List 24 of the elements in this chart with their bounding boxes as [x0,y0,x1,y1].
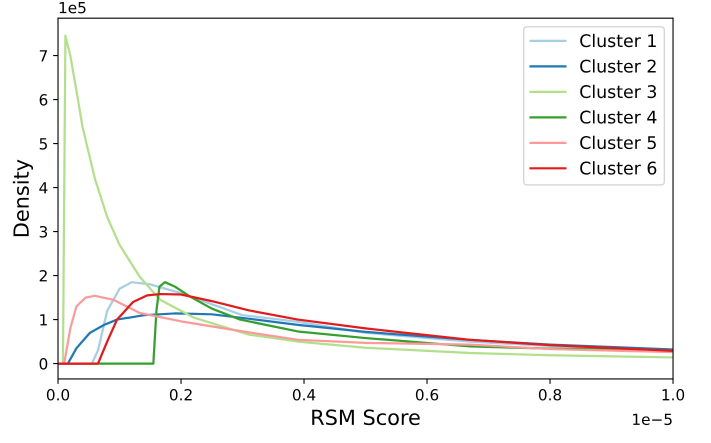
x-tick-label: 1.0 [662,388,684,401]
legend-label: Cluster 3 [580,84,656,98]
y-axis-title: Density [12,160,34,236]
y-tick-label: 4 [39,182,48,194]
legend-label: Cluster 6 [580,161,656,175]
legend-label: Cluster 1 [580,34,656,48]
x-tick-label: 0.6 [416,388,438,401]
y-tick-label: 5 [40,138,47,150]
y-tick-label: 1 [40,314,47,326]
text: 1e5 [60,2,86,14]
x-axis-title: RSM Score [312,409,420,426]
legend-label: Cluster 2 [580,59,656,73]
legend-label: Cluster 5 [580,136,656,150]
y-tick-label: 3 [40,226,48,238]
y-tick-label: 6 [40,94,48,106]
legend-label: Cluster 4 [580,110,656,124]
text: 1e−5 [633,414,672,426]
y-tick-label: 0 [40,358,48,370]
x-tick-label: 0.0 [46,388,70,401]
y-tick-label: 2 [40,270,47,282]
y-tick-label: 7 [40,50,47,62]
x-tick-label: 0.2 [170,388,192,401]
x-tick-label: 0.8 [538,388,562,401]
x-tick-label: 0.4 [292,388,316,401]
